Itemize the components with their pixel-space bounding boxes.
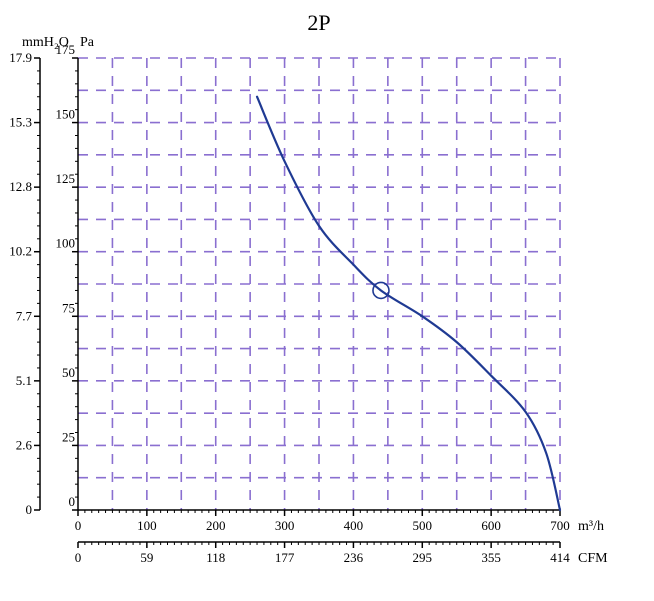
xtick-label-cfm: 59 (140, 550, 153, 565)
ytick-label-mmh2o: 5.1 (16, 373, 32, 388)
ytick-label-pa: 0 (69, 494, 76, 509)
ytick-label-mmh2o: 2.6 (16, 437, 33, 452)
xtick-label-cfm: 177 (275, 550, 295, 565)
chart-title: 2P (307, 10, 330, 35)
ytick-label-pa: 75 (62, 300, 75, 315)
y-label-pa: Pa (80, 35, 95, 50)
xtick-label-cfm: 0 (75, 550, 82, 565)
x-label-cfm: CFM (578, 551, 608, 566)
xtick-label-m3h: 100 (137, 518, 157, 533)
ytick-label-pa: 100 (56, 236, 76, 251)
xtick-label-cfm: 295 (413, 550, 433, 565)
ytick-label-mmh2o: 12.8 (9, 179, 32, 194)
ytick-label-mmh2o: 15.3 (9, 115, 32, 130)
ytick-label-mmh2o: 17.9 (9, 50, 32, 65)
ytick-label-pa: 50 (62, 365, 75, 380)
xtick-label-m3h: 600 (481, 518, 501, 533)
xtick-label-m3h: 700 (550, 518, 570, 533)
fan-curve-chart: 2P025507510012515017502.65.17.710.212.81… (0, 0, 654, 601)
ytick-label-pa: 25 (62, 429, 75, 444)
xtick-label-m3h: 300 (275, 518, 295, 533)
ytick-label-pa: 150 (56, 107, 76, 122)
xtick-label-cfm: 414 (550, 550, 570, 565)
ytick-label-mmh2o: 10.2 (9, 244, 32, 259)
xtick-label-m3h: 200 (206, 518, 226, 533)
xtick-label-m3h: 0 (75, 518, 82, 533)
xtick-label-cfm: 236 (344, 550, 364, 565)
ytick-label-mmh2o: 0 (26, 502, 33, 517)
x-label-m3h: m³/h (578, 519, 604, 534)
xtick-label-m3h: 500 (413, 518, 433, 533)
xtick-label-cfm: 118 (206, 550, 225, 565)
xtick-label-cfm: 355 (481, 550, 501, 565)
ytick-label-mmh2o: 7.7 (16, 308, 33, 323)
xtick-label-m3h: 400 (344, 518, 364, 533)
ytick-label-pa: 125 (56, 171, 76, 186)
y-label-mmh2o: mmH₂O (22, 35, 69, 50)
